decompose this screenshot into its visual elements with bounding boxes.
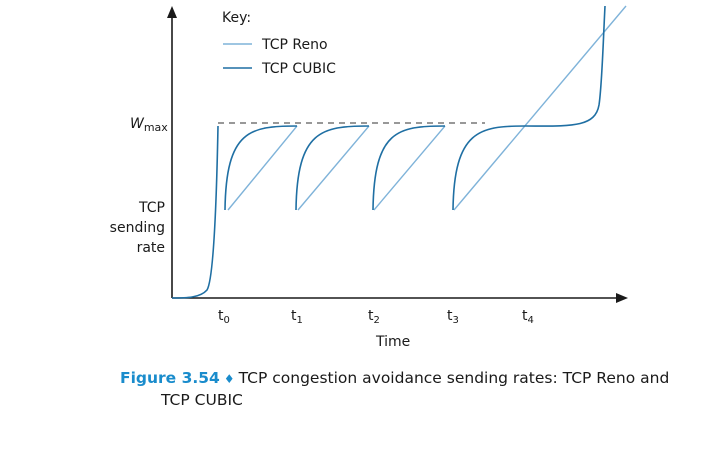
tick-label-t2: t2 <box>368 308 380 326</box>
key-label-reno: TCP Reno <box>261 37 328 53</box>
figure-label: Figure 3.54 <box>120 369 220 387</box>
reno-segment-1 <box>227 125 298 211</box>
y-axis-arrow <box>167 6 177 18</box>
ylabel-line-3: rate <box>137 240 165 256</box>
x-axis-arrow <box>616 293 628 303</box>
ylabel-line-2: sending <box>110 220 165 236</box>
tick-label-t3: t3 <box>447 308 459 326</box>
tick-label-t4: t4 <box>522 308 534 326</box>
reno-segment-3 <box>373 125 446 211</box>
cubic-curve-1 <box>224 125 298 211</box>
reno-segment-4 <box>453 5 627 211</box>
key-title: Key: <box>222 10 251 26</box>
tcp-sending-rate-chart: Wmax TCP sending rate Key: TCP Reno TCP … <box>110 5 628 350</box>
figure-caption: Figure 3.54 ♦ TCP congestion avoidance sen… <box>120 368 690 411</box>
cubic-curve-3 <box>372 125 446 211</box>
cubic-startup-curve <box>171 125 219 299</box>
cubic-curve-2 <box>295 125 370 211</box>
cubic-curve-4 <box>452 5 606 211</box>
key-label-cubic: TCP CUBIC <box>261 61 336 77</box>
reno-segment-2 <box>297 125 370 211</box>
diamond-separator-icon: ♦ <box>223 372 235 386</box>
caption-text-line2: TCP CUBIC <box>161 391 243 409</box>
caption-text-line1: TCP congestion avoidance sending rates: … <box>238 369 670 387</box>
tick-label-t0: t0 <box>218 308 230 326</box>
ylabel-line-1: TCP <box>138 200 165 216</box>
wmax-label: Wmax <box>130 116 168 134</box>
tick-label-t1: t1 <box>291 308 303 326</box>
xlabel: Time <box>375 334 410 350</box>
